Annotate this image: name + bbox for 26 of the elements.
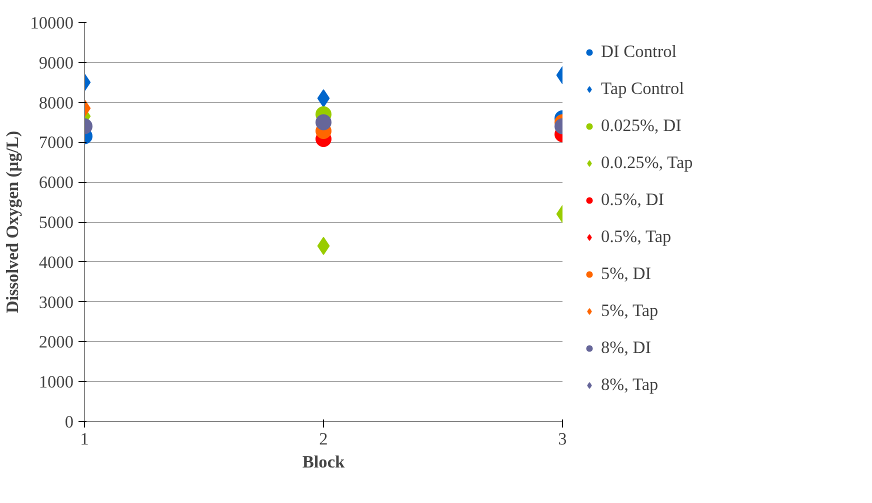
- legend-label: 0.5%, DI: [601, 190, 664, 210]
- y-tick-label: 3000: [38, 292, 74, 312]
- legend-label: 0.0.25%, Tap: [601, 153, 693, 173]
- y-tick-label: 10000: [30, 14, 74, 32]
- y-tick-label: 7000: [38, 133, 74, 152]
- y-tick-label: 2000: [38, 332, 74, 352]
- y-tick-label: 1000: [38, 372, 74, 392]
- legend-label: Tap Control: [601, 79, 684, 99]
- x-tick-label: 1: [80, 430, 89, 448]
- legend-label: DI Control: [601, 42, 677, 62]
- y-tick-label: 0: [64, 412, 74, 432]
- legend-label: 5%, Tap: [601, 301, 658, 321]
- x-tick-label: 2: [319, 430, 328, 448]
- y-tick-label: 8000: [38, 93, 74, 112]
- legend-label: 8%, DI: [601, 338, 652, 358]
- y-axis-title: Dissolved Oxygen (µg/L): [3, 130, 22, 314]
- legend-label: 5%, DI: [601, 264, 652, 284]
- y-tick-label: 9000: [38, 53, 74, 72]
- x-tick-label: 3: [558, 430, 567, 448]
- x-axis-title: Block: [302, 452, 346, 472]
- y-tick-label: 6000: [38, 173, 74, 192]
- legend-label: 0.5%, Tap: [601, 227, 672, 247]
- legend-label: 0.025%, DI: [601, 116, 682, 136]
- y-tick-label: 5000: [38, 213, 74, 232]
- y-tick-label: 4000: [38, 252, 74, 272]
- legend-label: 8%, Tap: [601, 375, 658, 395]
